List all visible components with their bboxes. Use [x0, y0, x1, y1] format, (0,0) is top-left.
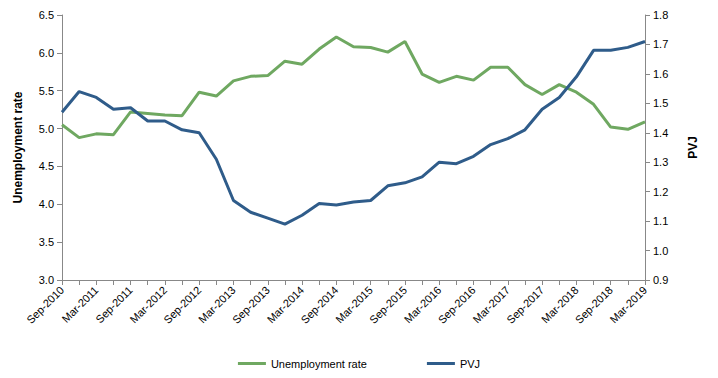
- svg-text:Mar-2017: Mar-2017: [470, 283, 513, 326]
- svg-text:Sep-2016: Sep-2016: [436, 284, 478, 326]
- svg-text:3.0: 3.0: [39, 274, 54, 286]
- svg-text:4.0: 4.0: [39, 198, 54, 210]
- svg-text:Mar-2013: Mar-2013: [196, 283, 238, 326]
- svg-text:Mar-2011: Mar-2011: [59, 283, 101, 325]
- svg-text:Sep-2014: Sep-2014: [298, 284, 340, 326]
- svg-text:4.5: 4.5: [39, 160, 54, 172]
- svg-text:1.6: 1.6: [653, 68, 668, 80]
- svg-text:Sep-2013: Sep-2013: [230, 284, 272, 326]
- svg-text:Sep-2018: Sep-2018: [573, 284, 615, 326]
- svg-text:1.4: 1.4: [653, 127, 668, 139]
- svg-text:Sep-2010: Sep-2010: [24, 284, 66, 326]
- svg-text:1.2: 1.2: [653, 186, 668, 198]
- svg-text:6.5: 6.5: [39, 9, 54, 21]
- svg-text:Mar-2019: Mar-2019: [608, 284, 650, 326]
- svg-text:1.1: 1.1: [653, 215, 668, 227]
- svg-text:Sep-2015: Sep-2015: [367, 284, 409, 326]
- svg-text:PVJ: PVJ: [686, 136, 700, 159]
- svg-text:Sep-2011: Sep-2011: [93, 283, 135, 326]
- svg-text:Sep-2017: Sep-2017: [504, 284, 546, 326]
- svg-text:Mar-2018: Mar-2018: [538, 283, 581, 326]
- svg-text:Mar-2016: Mar-2016: [401, 283, 444, 326]
- svg-text:5.5: 5.5: [39, 85, 54, 97]
- svg-text:1.7: 1.7: [653, 38, 668, 50]
- svg-text:5.0: 5.0: [39, 123, 54, 135]
- svg-text:Mar-2014: Mar-2014: [264, 283, 307, 326]
- svg-text:Mar-2012: Mar-2012: [127, 283, 170, 326]
- svg-text:1.3: 1.3: [653, 156, 668, 168]
- svg-text:0.9: 0.9: [653, 274, 668, 286]
- svg-text:3.5: 3.5: [39, 236, 54, 248]
- svg-text:Unemployment rate: Unemployment rate: [271, 358, 367, 370]
- svg-text:Mar-2015: Mar-2015: [333, 283, 375, 326]
- svg-text:1.8: 1.8: [653, 9, 668, 21]
- svg-text:PVJ: PVJ: [460, 358, 480, 370]
- svg-text:6.0: 6.0: [39, 47, 54, 59]
- svg-text:Sep-2012: Sep-2012: [161, 284, 203, 326]
- svg-text:1.5: 1.5: [653, 97, 668, 109]
- svg-text:Unemployment rate: Unemployment rate: [11, 91, 25, 203]
- svg-text:1.0: 1.0: [653, 245, 668, 257]
